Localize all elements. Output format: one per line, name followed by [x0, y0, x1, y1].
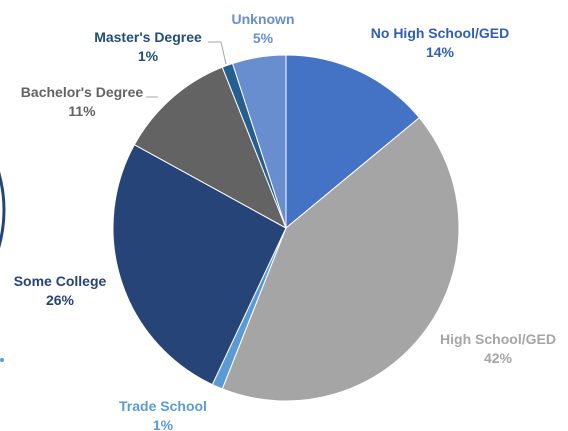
edge-marks: [0, 171, 6, 362]
slice-label-trade-school: Trade School: [119, 398, 207, 414]
pie-slice-bachelor-s-degree: [133, 66, 287, 230]
slice-label-some-college: Some College: [14, 273, 107, 289]
leaders-layer: [146, 41, 227, 98]
slice-label-no-high-school-ged: No High School/GED: [371, 25, 509, 41]
pie-slice-high-school-ged: [221, 117, 460, 402]
slice-percent-trade-school: 1%: [153, 417, 174, 431]
slice-percent-some-college: 26%: [46, 292, 75, 308]
slice-label-bachelor-s-degree: Bachelor's Degree: [21, 84, 144, 100]
slice-label-high-school-ged: High School/GED: [440, 331, 556, 347]
slice-percent-unknown: 5%: [253, 30, 274, 46]
pie-slice-unknown: [231, 54, 287, 229]
labels-layer: No High School/GED 14% High School/GED 42% T…: [14, 11, 556, 431]
slice-percent-no-high-school-ged: 14%: [426, 44, 455, 60]
slice-percent-bachelor-s-degree: 11%: [68, 103, 96, 119]
pie-slice-no-high-school-ged: [285, 54, 421, 230]
cropped-edge-dot: [0, 358, 4, 362]
slice-percent-master-s-degree: 1%: [138, 48, 159, 64]
cropped-edge-arc: [0, 171, 6, 249]
slice-percent-high-school-ged: 42%: [484, 350, 513, 366]
leader-line-master-s-degree: [208, 41, 227, 65]
slices-layer: [112, 54, 460, 402]
slice-label-unknown: Unknown: [232, 11, 295, 27]
slice-label-master-s-degree: Master's Degree: [94, 29, 202, 45]
